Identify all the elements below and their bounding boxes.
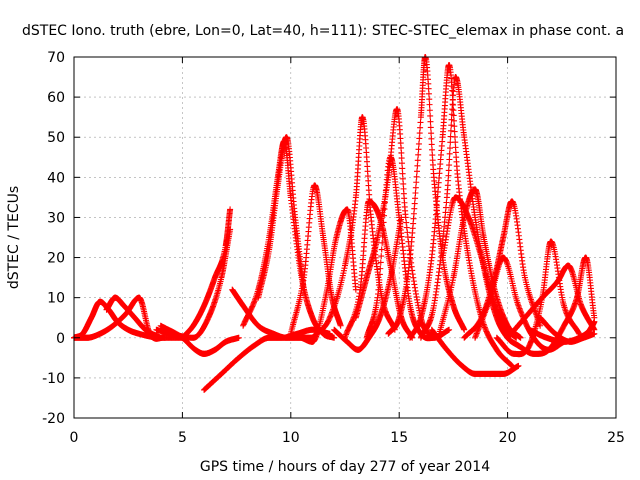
data-point xyxy=(416,130,423,137)
data-point xyxy=(325,317,332,324)
data-point xyxy=(450,107,457,114)
data-point xyxy=(412,184,419,191)
data-point xyxy=(398,155,405,162)
data-point xyxy=(428,141,435,148)
data-point xyxy=(380,226,387,233)
series-17 xyxy=(363,154,453,342)
data-point xyxy=(445,167,452,174)
data-point xyxy=(399,175,406,182)
data-point xyxy=(447,133,454,140)
data-point xyxy=(443,199,450,206)
grid-lines xyxy=(74,57,616,418)
data-point xyxy=(376,271,383,278)
data-point xyxy=(378,246,385,253)
data-point xyxy=(399,165,406,172)
data-point xyxy=(425,90,432,97)
data-point xyxy=(331,334,338,341)
data-point xyxy=(337,322,344,329)
data-point xyxy=(426,101,433,108)
data-point xyxy=(429,152,436,159)
data-point xyxy=(446,162,453,169)
data-point xyxy=(427,118,434,125)
data-point xyxy=(447,139,454,146)
data-point xyxy=(451,123,458,130)
data-point xyxy=(415,151,422,158)
data-point xyxy=(235,334,242,341)
series-10 xyxy=(255,134,307,301)
series-5 xyxy=(157,322,242,357)
data-point xyxy=(414,157,421,164)
series-13 xyxy=(309,114,398,341)
data-point xyxy=(426,96,433,103)
data-point xyxy=(377,259,384,266)
data-point xyxy=(448,122,455,129)
data-point xyxy=(448,111,455,118)
data-point xyxy=(412,190,419,197)
data-point xyxy=(417,124,424,131)
series-3 xyxy=(103,294,164,341)
data-point xyxy=(412,195,419,202)
data-point xyxy=(426,107,433,114)
data-point xyxy=(382,187,389,194)
data-point xyxy=(415,146,422,153)
data-point xyxy=(442,204,449,211)
data-point xyxy=(227,206,234,213)
series-16 xyxy=(352,106,435,341)
data-point xyxy=(428,135,435,142)
data-point xyxy=(427,112,434,119)
data-point xyxy=(376,276,383,283)
series-2 xyxy=(71,298,186,341)
data-point xyxy=(157,334,164,341)
data-points xyxy=(71,54,598,393)
data-point xyxy=(446,156,453,163)
data-point xyxy=(427,124,434,131)
data-point xyxy=(461,326,468,333)
data-point xyxy=(326,316,333,323)
data-point xyxy=(383,181,390,188)
data-point xyxy=(378,253,385,260)
data-point xyxy=(398,144,405,151)
data-point xyxy=(402,214,409,221)
data-point xyxy=(446,326,453,333)
data-point xyxy=(450,101,457,108)
data-point xyxy=(416,135,423,142)
data-point xyxy=(413,179,420,186)
data-point xyxy=(398,149,405,156)
data-point xyxy=(446,145,453,152)
data-point xyxy=(445,172,452,179)
data-point xyxy=(415,140,422,147)
data-point xyxy=(451,128,458,135)
data-point xyxy=(380,219,387,226)
data-point xyxy=(414,162,421,169)
series-19 xyxy=(407,62,515,369)
data-point xyxy=(414,168,421,175)
data-point xyxy=(398,160,405,167)
data-point xyxy=(377,265,384,272)
data-point xyxy=(428,130,435,137)
data-point xyxy=(399,170,406,177)
data-point xyxy=(452,144,459,151)
data-point xyxy=(382,193,389,200)
data-point xyxy=(411,205,418,212)
data-point xyxy=(381,212,388,219)
data-point xyxy=(413,173,420,180)
data-point xyxy=(447,127,454,134)
series-8 xyxy=(229,286,316,341)
data-point xyxy=(446,150,453,157)
data-point xyxy=(410,210,417,217)
data-point xyxy=(379,233,386,240)
data-point xyxy=(379,239,386,246)
data-point xyxy=(429,146,436,153)
data-point xyxy=(381,206,388,213)
data-point xyxy=(411,200,418,207)
data-point xyxy=(425,85,432,92)
data-point xyxy=(417,119,424,126)
data-point xyxy=(381,199,388,206)
data-point xyxy=(375,282,382,289)
series-6 xyxy=(179,206,234,341)
data-point xyxy=(448,116,455,123)
chart-title: dSTEC Iono. truth (ebre, Lon=0, Lat=40, … xyxy=(22,23,624,39)
